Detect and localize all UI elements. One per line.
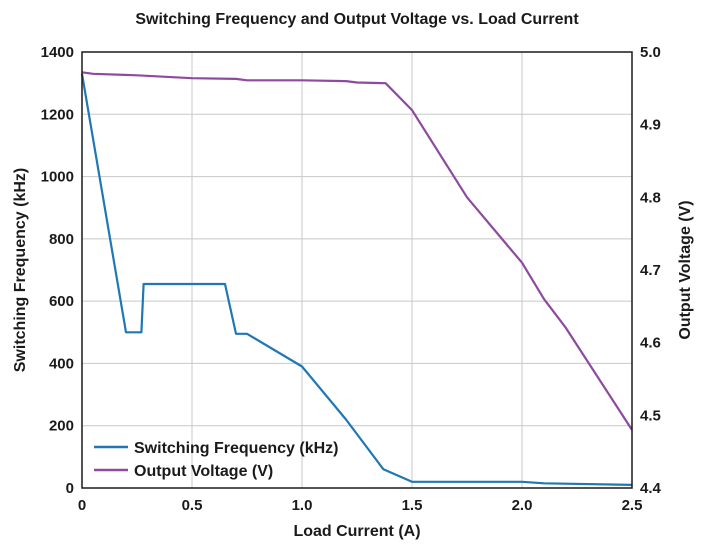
legend-label-output-voltage: Output Voltage (V) bbox=[134, 463, 273, 480]
x-axis-label: Load Current (A) bbox=[293, 523, 420, 540]
y-right-tick-label: 4.5 bbox=[640, 407, 661, 424]
grid bbox=[82, 52, 632, 488]
x-tick-label: 2.0 bbox=[512, 497, 533, 514]
y-right-tick-label: 4.6 bbox=[640, 335, 661, 352]
y-right-axis-ticks: 4.4 4.5 4.6 4.7 4.8 4.9 5.0 bbox=[640, 44, 662, 497]
y-right-tick-label: 4.8 bbox=[640, 189, 661, 206]
y-right-tick-label: 5.0 bbox=[640, 44, 661, 61]
y-right-axis-label: Output Voltage (V) bbox=[677, 200, 694, 339]
y-right-tick-label: 4.4 bbox=[640, 480, 662, 497]
x-tick-label: 1.0 bbox=[292, 497, 313, 514]
y-left-tick-label: 0 bbox=[66, 480, 74, 497]
y-right-tick-label: 4.7 bbox=[640, 262, 661, 279]
y-left-axis-label: Switching Frequency (kHz) bbox=[12, 168, 29, 372]
y-left-tick-label: 1000 bbox=[41, 169, 74, 186]
y-left-tick-label: 200 bbox=[49, 418, 74, 435]
y-left-tick-label: 400 bbox=[49, 355, 74, 372]
y-left-axis-ticks: 0 200 400 600 800 1000 1200 1400 bbox=[41, 44, 74, 497]
plot-frame bbox=[81, 51, 633, 489]
x-tick-label: 1.5 bbox=[402, 497, 423, 514]
y-right-tick-label: 4.9 bbox=[640, 117, 661, 134]
legend-label-switching-frequency: Switching Frequency (kHz) bbox=[134, 440, 338, 457]
y-left-tick-label: 1200 bbox=[41, 106, 74, 123]
series-line-switching-frequency bbox=[80, 73, 633, 486]
y-left-tick-label: 800 bbox=[49, 231, 74, 248]
x-tick-label: 0.5 bbox=[182, 497, 203, 514]
y-left-tick-label: 600 bbox=[49, 293, 74, 310]
x-axis-ticks: 0 0.5 1.0 1.5 2.0 2.5 bbox=[78, 497, 643, 514]
x-tick-label: 0 bbox=[78, 497, 86, 514]
chart-title: Switching Frequency and Output Voltage v… bbox=[135, 11, 579, 28]
series-layer bbox=[80, 71, 633, 486]
x-tick-label: 2.5 bbox=[622, 497, 643, 514]
legend: Switching Frequency (kHz) Output Voltage… bbox=[94, 440, 338, 480]
y-left-tick-label: 1400 bbox=[41, 44, 74, 61]
series-line-output-voltage bbox=[81, 71, 633, 431]
